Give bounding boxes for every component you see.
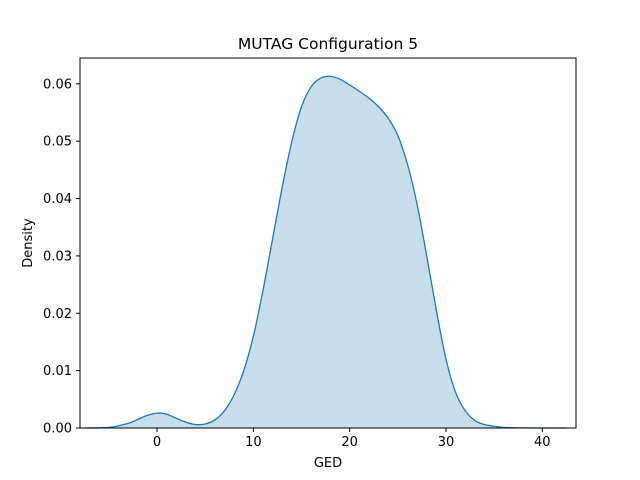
y-tick-label: 0.02 [43,307,72,322]
x-axis: 0 10 20 30 40 [153,428,551,450]
plot-area [84,75,567,429]
density-area-fill [84,76,567,428]
y-tick-label: 0.04 [43,192,72,207]
chart-title: MUTAG Configuration 5 [238,35,418,53]
x-tick-label: 0 [153,435,161,450]
x-tick-label: 10 [245,435,262,450]
y-tick-label: 0.00 [43,422,72,437]
density-curve-line [84,75,567,429]
x-tick-label: 20 [341,435,358,450]
x-tick-label: 40 [534,435,551,450]
y-tick-label: 0.01 [43,364,72,379]
y-axis: 0.00 0.01 0.02 0.03 0.04 0.05 0.06 [43,77,80,437]
y-tick-label: 0.05 [43,135,72,150]
y-tick-label: 0.06 [43,77,72,92]
y-axis-label: Density [21,218,36,268]
axes-frame [79,57,577,429]
x-tick-label: 30 [438,435,455,450]
x-axis-label: GED [314,456,342,471]
y-tick-label: 0.03 [43,249,72,264]
